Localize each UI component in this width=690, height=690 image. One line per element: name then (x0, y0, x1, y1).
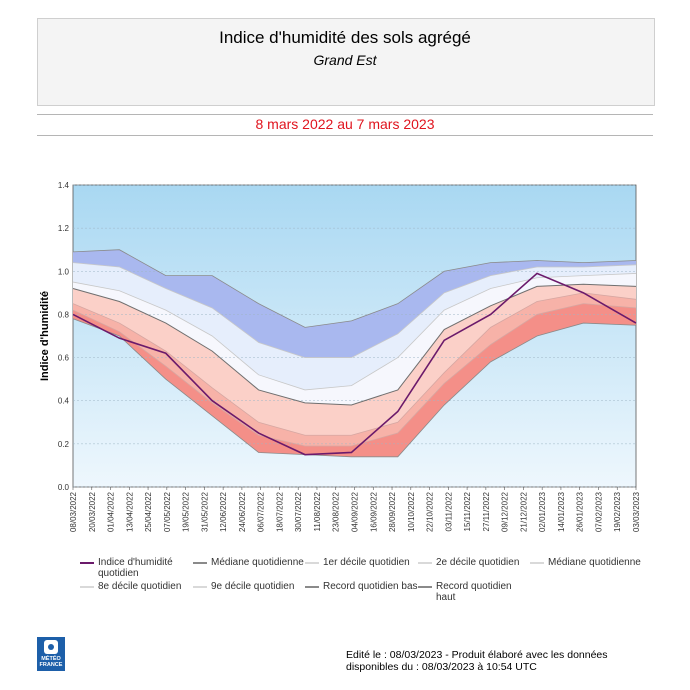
bottom-divider (37, 135, 653, 136)
x-tick-label: 30/07/2022 (294, 491, 303, 532)
legend-swatch (80, 586, 94, 588)
legend-label: Médiane quotidienne (211, 557, 304, 568)
x-tick-label: 23/08/2022 (332, 491, 341, 532)
chart-subtitle: Grand Est (313, 52, 377, 68)
x-tick-label: 03/03/2023 (632, 491, 641, 532)
footer-line-2: disponibles du : 08/03/2023 à 10:54 UTC (346, 661, 537, 673)
x-tick-label: 28/09/2022 (388, 491, 397, 532)
y-tick-label: 1.2 (58, 224, 70, 233)
legend-label: 2e décile quotidien (436, 557, 520, 568)
x-tick-label: 18/07/2022 (275, 491, 284, 532)
legend-swatch (305, 562, 319, 564)
y-axis-label: Indice d'humidité (39, 291, 51, 381)
title-panel (37, 18, 655, 106)
x-tick-label: 01/04/2022 (107, 491, 116, 532)
decile1-line (72, 303, 637, 447)
legend-label: Indice d'humidité quotidien (98, 557, 173, 579)
x-tick-label: 06/07/2022 (257, 491, 266, 532)
legend-swatch (80, 562, 94, 564)
x-tick-label: 02/01/2023 (538, 491, 547, 532)
y-tick-label: 0.0 (58, 483, 70, 492)
band-median-decile2 (73, 284, 636, 436)
x-tick-label: 09/12/2022 (501, 491, 510, 532)
x-tick-label: 19/05/2022 (182, 491, 191, 532)
legend-label: 9e décile quotidien (211, 581, 295, 592)
x-tick-label: 24/06/2022 (238, 491, 247, 532)
period-label: 8 mars 2022 au 7 mars 2023 (255, 116, 435, 132)
y-tick-label: 1.0 (58, 267, 70, 276)
legend-swatch (418, 562, 432, 564)
x-tick-label: 03/11/2022 (444, 491, 453, 531)
x-tick-label: 20/03/2022 (88, 491, 97, 532)
y-tick-label: 0.4 (58, 397, 70, 406)
legend-swatch (418, 586, 432, 588)
logo-text: MÉTÉO FRANCE (39, 656, 63, 668)
chart-title: Indice d'humidité des sols agrégé (219, 28, 471, 47)
legend-label: 1er décile quotidien (323, 557, 410, 568)
decile8-line (72, 273, 637, 391)
top-divider (37, 114, 653, 115)
legend-swatch (530, 562, 544, 564)
y-tick-label: 0.2 (58, 440, 70, 449)
legend-label: 8e décile quotidien (98, 581, 182, 592)
legend-swatch (193, 562, 207, 564)
x-tick-label: 04/09/2022 (351, 491, 360, 532)
record-high-line (72, 249, 637, 328)
x-tick-label: 07/05/2022 (163, 491, 172, 532)
x-tick-label: 25/04/2022 (144, 491, 153, 532)
meteo-france-logo: MÉTÉO FRANCE (37, 637, 65, 671)
decile2-line (72, 292, 637, 436)
chart-area: 0.0 0.2 0.4 0.6 0.8 1.0 1.2 1.4 08/03/2022 20/03… (39, 181, 641, 532)
x-tick-label: 11/08/2022 (313, 491, 322, 531)
x-tick-label: 10/10/2022 (407, 491, 416, 532)
y-tick-label: 0.6 (58, 354, 70, 363)
x-tick-label: 14/01/2023 (557, 491, 566, 532)
x-tick-label: 26/01/2023 (576, 491, 585, 532)
y-tick-label: 1.4 (58, 181, 70, 190)
footer-note: Edité le : 08/03/2023 - Produit élaboré … (346, 649, 608, 673)
x-tick-label: 22/10/2022 (426, 491, 435, 532)
logo-mark-icon (44, 640, 58, 654)
legend-swatch (193, 586, 207, 588)
x-tick-label: 21/12/2022 (519, 491, 528, 532)
median-line (72, 283, 637, 406)
x-tick-label: 12/06/2022 (219, 491, 228, 532)
humidity-index-line (72, 272, 637, 456)
x-tick-label: 08/03/2022 (69, 491, 78, 532)
x-tick-label: 13/04/2022 (125, 491, 134, 532)
band-decile2-decile1 (73, 292, 636, 447)
legend-label: Record quotidien haut (436, 581, 512, 603)
x-tick-label: 27/11/2022 (482, 491, 491, 531)
footer-line-1: Edité le : 08/03/2023 - Produit élaboré … (346, 649, 608, 661)
legend-label: Record quotidien bas (323, 581, 418, 592)
y-tick-label: 0.8 (58, 310, 70, 319)
x-tick-label: 16/09/2022 (369, 491, 378, 532)
legend-label: Médiane quotidienne (548, 557, 641, 568)
record-low-line (72, 318, 637, 458)
x-tick-label: 31/05/2022 (200, 491, 209, 532)
x-tick-label: 19/02/2023 (613, 491, 622, 532)
legend-swatch (305, 586, 319, 588)
decile9-line (72, 262, 637, 358)
x-tick-label: 07/02/2023 (594, 491, 603, 532)
x-tick-label: 15/11/2022 (463, 491, 472, 531)
